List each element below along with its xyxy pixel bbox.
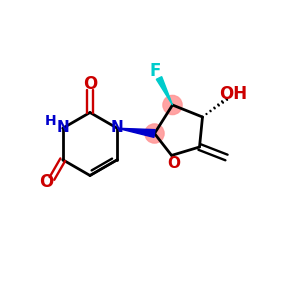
Circle shape [163, 95, 182, 115]
Text: N: N [111, 119, 124, 134]
Text: O: O [83, 75, 97, 93]
Text: N: N [56, 119, 69, 134]
Text: O: O [39, 173, 53, 191]
Polygon shape [156, 77, 172, 105]
Text: H: H [44, 114, 56, 128]
Text: O: O [167, 156, 181, 171]
Circle shape [145, 124, 164, 143]
Text: OH: OH [219, 85, 247, 103]
Polygon shape [117, 128, 155, 137]
Text: F: F [150, 62, 161, 80]
